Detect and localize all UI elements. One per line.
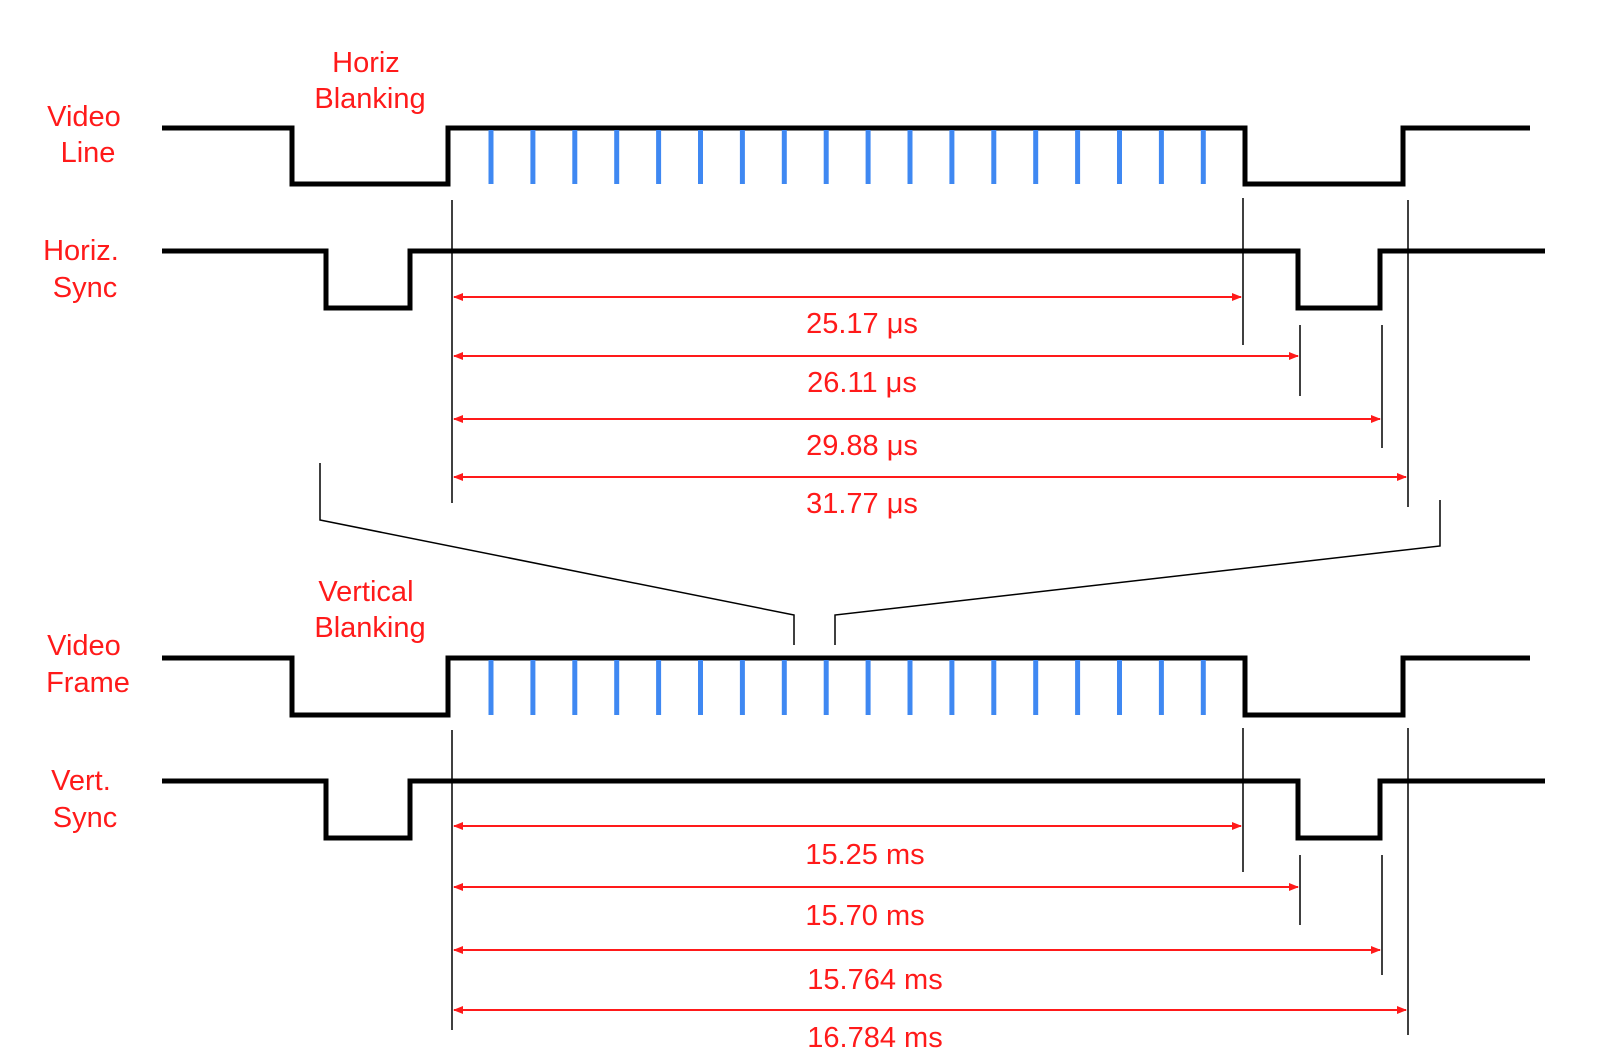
h-measure-label-3: 29.88 μs — [806, 430, 918, 462]
vertical-blanking-label: Vertical Blanking — [314, 576, 425, 644]
horiz-sync-label: Horiz. Sync — [43, 235, 127, 304]
video-line-waveform — [162, 125, 1530, 187]
video-frame-ticks — [488, 660, 1206, 715]
video-line-ticks — [488, 130, 1206, 184]
horiz-blanking-label: Horiz Blanking — [314, 47, 425, 115]
video-line-label: Video Line — [47, 101, 129, 169]
video-frame-label: Video Frame — [46, 630, 130, 699]
h-measure-label-1: 25.17 μs — [806, 308, 918, 340]
vert-sync-label: Vert. Sync — [51, 765, 119, 834]
horiz-sync-waveform — [162, 248, 1545, 311]
v-measure-label-3: 15.764 ms — [807, 964, 942, 996]
vertical-section: Vertical Blanking Video Frame Vert. Sync… — [46, 576, 1545, 1054]
v-measure-label-1: 15.25 ms — [805, 839, 924, 871]
v-measure-label-2: 15.70 ms — [805, 900, 924, 932]
vert-sync-waveform — [162, 778, 1545, 841]
h-measure-label-4: 31.77 μs — [806, 488, 918, 520]
zoom-connector-left — [319, 463, 795, 645]
video-frame-waveform — [162, 655, 1530, 718]
zoom-connector-right — [834, 500, 1441, 645]
h-measure-label-2: 26.11 μs — [807, 367, 917, 399]
horizontal-section: Horiz Blanking Video Line Horiz. Sync 25… — [43, 47, 1545, 520]
v-measure-label-4: 16.784 ms — [807, 1022, 942, 1054]
